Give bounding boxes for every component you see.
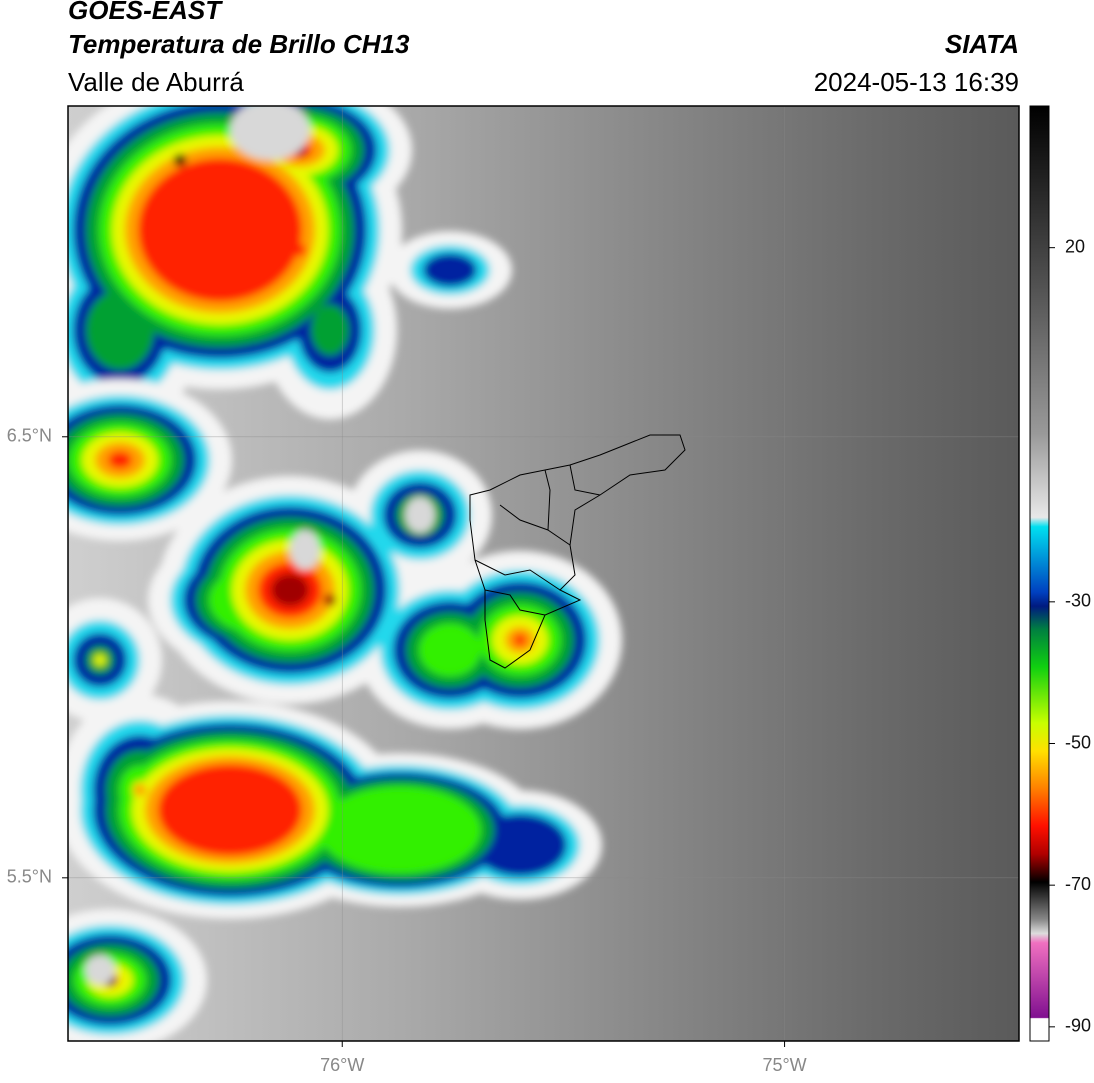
cloud-layer [324,594,336,606]
cloud-layer [294,244,306,256]
title: GOES-EAST [68,0,223,25]
border [544,469,571,546]
datetime: 2024-05-13 16:39 [814,67,1019,97]
cloud-layer [138,158,302,302]
cloud-layer [94,654,106,666]
cloud-layer [174,154,186,166]
border [474,559,561,591]
lon-tick-label: 76°W [320,1055,364,1075]
border [569,464,601,496]
source: SIATA [945,29,1019,59]
colorbar-tick-label: -30 [1065,591,1091,611]
colorbar-tick-label: -70 [1065,874,1091,894]
colorbar-tick-label: 20 [1065,236,1085,256]
cloud-layer [405,497,435,533]
cloud-layer [86,290,154,370]
cloud-layer [158,764,302,856]
subtitle: Temperatura de Brillo CH13 [68,29,410,59]
colorbar-tick-label: -50 [1065,732,1091,752]
grid [68,106,1019,1041]
cloud-layer [419,623,481,677]
cloud-layer [271,573,309,607]
lat-tick-label: 5.5°N [7,867,52,887]
municipalities [469,434,686,669]
lon-tick-label: 75°W [762,1055,806,1075]
colorbar-tick-label: -90 [1065,1016,1091,1036]
cloud-layer [134,784,146,796]
map-frame [67,105,1020,1042]
cloud-layer [230,106,310,160]
clouds [68,106,622,1041]
cloud-layer [108,451,132,469]
border [484,589,546,616]
map-area [68,106,1019,1041]
cloud-layer [319,786,481,874]
cloud-layer [514,634,526,646]
cloud-layer [311,304,349,356]
cloud-layer [423,253,477,287]
colorbar [1029,105,1050,1042]
cloud-layer [290,530,320,570]
axes: 6.5°N 5.5°N 76°W 75°W 20 -30 -50 -70 -90 [7,236,1091,1074]
region: Valle de Aburrá [68,67,244,97]
cloud-layer [473,813,567,877]
border [499,504,549,531]
cloud-layer [85,955,115,985]
outline [469,434,686,669]
lat-tick-label: 6.5°N [7,426,52,446]
